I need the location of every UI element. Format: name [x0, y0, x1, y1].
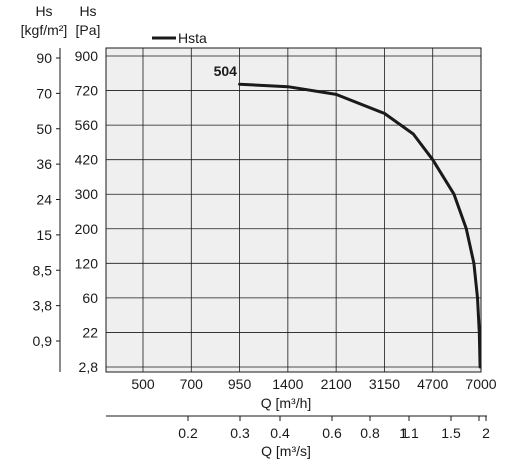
y-axis-kgf: Hs [kgf/m²] 90 70 50 36 24 15 8,5 3,8 0,9 — [21, 3, 68, 372]
y-axis-pa-tick-label: 560 — [75, 117, 99, 133]
curve-label: 504 — [214, 63, 238, 79]
y-axis-kgf-tick-label: 24 — [36, 192, 52, 208]
x-axis-m3s-tick-label: 1.5 — [441, 425, 461, 441]
y-axis-pa-label-line2: [Pa] — [76, 22, 101, 38]
y-axis-kgf-tick-label: 50 — [36, 121, 52, 137]
plot-area: 504 — [105, 47, 482, 373]
x-axis-m3s-tick-label: 0.2 — [178, 425, 198, 441]
x-axis-m3s-tick-label: 0.8 — [360, 425, 380, 441]
x-axis-m3s-tick-label: 0.4 — [270, 425, 290, 441]
x-axis-m3s-tick-label: 1 — [401, 425, 409, 441]
y-axis-pa-tick-label: 420 — [75, 152, 99, 168]
y-axis-pa-label-line1: Hs — [79, 3, 96, 19]
y-axis-kgf-tick-label: 36 — [36, 156, 52, 172]
x-axis-m3h-tick-label: 2100 — [321, 376, 352, 392]
x-axis-m3s-label: Q [m³/s] — [261, 443, 311, 459]
y-axis-kgf-tick-label: 3,8 — [33, 298, 53, 314]
y-axis-kgf-tick-label: 15 — [36, 227, 52, 243]
y-axis-pa-tick-label: 200 — [75, 221, 99, 237]
y-axis-pa-tick-label: 60 — [82, 290, 98, 306]
y-axis-pa-ticks: 900 720 560 420 300 200 120 60 22 2,8 — [75, 48, 99, 375]
legend: Hsta — [152, 30, 207, 46]
y-axis-pa-tick-label: 300 — [75, 186, 99, 202]
x-axis-m3h-tick-label: 500 — [131, 376, 155, 392]
x-axis-m3h-tick-label: 950 — [228, 376, 252, 392]
y-axis-pa-tick-label: 900 — [75, 48, 99, 64]
y-axis-kgf-label-line2: [kgf/m²] — [21, 22, 68, 38]
x-axis-m3s: 0.2 0.3 0.4 0.6 0.8 11.1 1.5 2 Q [m³/s] — [106, 415, 490, 459]
y-axis-pa-tick-label: 120 — [75, 255, 99, 271]
y-axis-kgf-ticks: 90 70 50 36 24 15 8,5 3,8 0,9 — [33, 50, 60, 349]
x-axis-m3h-ticks: 500 700 950 1400 2100 3150 4700 7000 — [131, 376, 496, 392]
x-axis-m3s-tick-label: 0.6 — [322, 425, 342, 441]
series-line-hsta — [238, 82, 482, 369]
x-axis-m3h: 500 700 950 1400 2100 3150 4700 7000 Q [m³/h] — [131, 376, 496, 411]
grid-lines — [106, 48, 481, 372]
y-axis-kgf-tick-label: 8,5 — [33, 262, 53, 278]
x-axis-m3s-tick-label: 2 — [482, 425, 490, 441]
x-axis-m3h-tick-label: 3150 — [369, 376, 400, 392]
legend-entry-hsta: Hsta — [178, 30, 207, 46]
x-axis-m3s-tick-label: 0.3 — [230, 425, 250, 441]
y-axis-pa-tick-label: 2,8 — [79, 359, 99, 375]
x-axis-m3h-tick-label: 1400 — [272, 376, 303, 392]
plot-background — [106, 48, 481, 372]
y-axis-kgf-label-line1: Hs — [35, 3, 52, 19]
x-axis-m3s-tick-label: 1.1 — [399, 425, 419, 441]
x-axis-m3s-ticks: 0.2 0.3 0.4 0.6 0.8 11.1 1.5 2 — [178, 416, 490, 441]
x-axis-m3h-tick-label: 7000 — [465, 376, 496, 392]
x-axis-m3h-label: Q [m³/h] — [261, 395, 312, 411]
x-axis-m3h-tick-label: 4700 — [417, 376, 448, 392]
plot-frame — [105, 47, 482, 373]
y-axis-pa: Hs [Pa] 900 720 560 420 300 200 120 60 22 2,8 — [75, 3, 101, 375]
y-axis-kgf-tick-label: 90 — [36, 50, 52, 66]
x-axis-m3h-tick-label: 700 — [180, 376, 204, 392]
y-axis-kgf-tick-label: 0,9 — [33, 333, 53, 349]
y-axis-kgf-tick-label: 70 — [36, 85, 52, 101]
y-axis-pa-tick-label: 22 — [82, 324, 98, 340]
y-axis-pa-tick-label: 720 — [75, 83, 99, 99]
